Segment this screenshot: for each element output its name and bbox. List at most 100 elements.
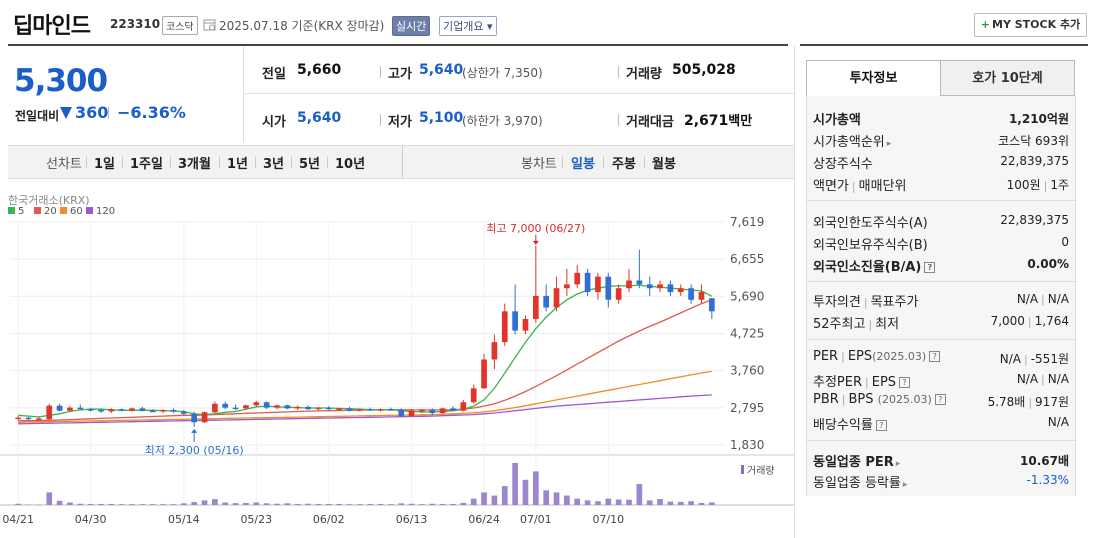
help-icon[interactable]: ? xyxy=(934,394,946,405)
stock-chart[interactable]: 7,619 6,655 5,690 4,725 3,760 2,795 1,830 04/21… xyxy=(0,180,794,538)
52w-label: 52주최고 | 최저 xyxy=(813,317,900,332)
company-overview-dropdown[interactable]: 기업개요 ▾ xyxy=(439,16,497,36)
volume-bar xyxy=(160,504,166,505)
open-value: 5,640 xyxy=(297,110,342,126)
volume-bar xyxy=(325,503,332,505)
add-mystock-label: MY STOCK 추가 xyxy=(992,18,1081,31)
x-tick-label: 05/23 xyxy=(240,513,272,526)
separator xyxy=(86,156,87,168)
candle-body xyxy=(377,409,384,411)
period-1d[interactable]: 1일 xyxy=(94,157,116,172)
opinion-label: 투자의견 xyxy=(813,295,861,310)
volume-bar xyxy=(77,503,84,505)
volume-bar xyxy=(118,504,125,505)
candle-body xyxy=(118,409,125,411)
help-icon[interactable]: ? xyxy=(875,420,887,431)
industry-change-text: 동일업종 등락률 xyxy=(813,476,901,491)
candle-body xyxy=(419,409,425,412)
period-monthly[interactable]: 월봉 xyxy=(652,157,676,172)
separator xyxy=(291,156,292,168)
volume-bar xyxy=(698,502,705,505)
candle-body xyxy=(180,411,187,414)
x-tick-label: 07/01 xyxy=(520,513,552,526)
candle-body xyxy=(532,295,539,320)
52w-high-label: 52주최고 xyxy=(813,317,866,332)
candle-body xyxy=(460,402,467,411)
help-icon[interactable]: ? xyxy=(899,377,911,388)
period-weekly[interactable]: 주봉 xyxy=(612,157,636,172)
candle-body xyxy=(222,403,229,408)
candle-body xyxy=(356,409,363,411)
x-tick-label: 04/30 xyxy=(75,513,107,526)
candle-body xyxy=(263,402,270,408)
amount-value: 2,671백만 xyxy=(684,110,752,129)
candle-body xyxy=(429,409,436,414)
prev-close-label: 전일 xyxy=(262,67,286,82)
industry-change-label[interactable]: 동일업종 등락률 ▸ xyxy=(813,472,907,491)
realtime-button[interactable]: 실시간 xyxy=(392,16,431,36)
industry-per-label[interactable]: 동일업종 PER ▸ xyxy=(813,451,900,470)
foreign-hold-value: 0 xyxy=(1061,235,1069,249)
min-arrow-head-icon xyxy=(191,428,198,433)
volume-bar xyxy=(253,502,260,505)
candle-body xyxy=(646,284,653,289)
legend-swatch xyxy=(86,207,93,214)
volume-bar xyxy=(243,502,249,505)
market-cap-rank-label[interactable]: 시가총액순위 ▸ xyxy=(813,131,891,150)
volume-label: 거래량 xyxy=(626,67,662,82)
help-icon[interactable]: ? xyxy=(924,262,936,273)
period-daily[interactable]: 일봉 xyxy=(571,157,595,172)
current-price: 5,300 xyxy=(14,63,108,99)
bps-period: (2025.03) xyxy=(877,393,932,406)
separator xyxy=(618,114,619,126)
market-cap-rank-text: 시가총액순위 xyxy=(813,135,885,150)
est-per-value: N/A xyxy=(1016,372,1039,386)
period-3y[interactable]: 3년 xyxy=(263,157,285,172)
volume-bar xyxy=(419,504,425,505)
period-1y[interactable]: 1년 xyxy=(227,157,249,172)
candle-body xyxy=(212,403,218,413)
candle-body xyxy=(129,408,135,411)
caret-right-icon: ▸ xyxy=(895,459,901,469)
tab-invest-info[interactable]: 투자정보 xyxy=(806,60,941,96)
volume-bar xyxy=(274,503,280,505)
y-tick-label: 4,725 xyxy=(730,326,764,340)
candle-body xyxy=(564,284,570,289)
volume-bar xyxy=(315,503,322,505)
candle-body xyxy=(253,402,260,406)
x-tick-label: 04/21 xyxy=(2,513,34,526)
volume-legend-label: 거래량 xyxy=(747,465,775,477)
period-1w[interactable]: 1주일 xyxy=(130,157,163,172)
industry-per-text: 동일업종 PER xyxy=(813,455,894,470)
candle-body xyxy=(98,409,104,412)
est-per-eps-label: 추정PER | EPS? xyxy=(813,371,911,390)
add-mystock-button[interactable]: + MY STOCK 추가 xyxy=(974,13,1087,37)
volume-bar xyxy=(564,495,570,505)
eps-label: EPS xyxy=(847,349,873,364)
period-3m[interactable]: 3개월 xyxy=(178,157,211,172)
help-icon[interactable]: ? xyxy=(929,351,941,362)
period-5y[interactable]: 5년 xyxy=(299,157,321,172)
period-10y[interactable]: 10년 xyxy=(335,157,366,172)
candle-body xyxy=(56,405,63,411)
per-eps-label: PER | EPS(2025.03)? xyxy=(813,349,941,364)
separator xyxy=(255,156,256,168)
volume-bar xyxy=(677,501,684,505)
legend-swatch xyxy=(34,207,41,214)
bps-value: 917원 xyxy=(1035,395,1069,409)
volume-bar xyxy=(543,490,550,505)
header-divider-right xyxy=(800,44,1088,46)
volume-bar xyxy=(294,503,301,505)
plus-icon: + xyxy=(980,18,991,31)
candle-body xyxy=(36,418,42,420)
candle-body xyxy=(139,408,146,411)
candle-body xyxy=(501,311,508,343)
volume-bar xyxy=(532,471,539,505)
separator xyxy=(380,114,381,126)
52w-high-value: 7,000 xyxy=(990,314,1025,328)
trade-unit-label: 매매단위 xyxy=(858,179,907,194)
candle-body xyxy=(677,288,684,293)
par-trade-value: 100원 | 1주 xyxy=(1006,178,1069,192)
tab-order-book[interactable]: 호가 10단계 xyxy=(940,60,1075,96)
y-tick-label: 5,690 xyxy=(730,289,764,303)
